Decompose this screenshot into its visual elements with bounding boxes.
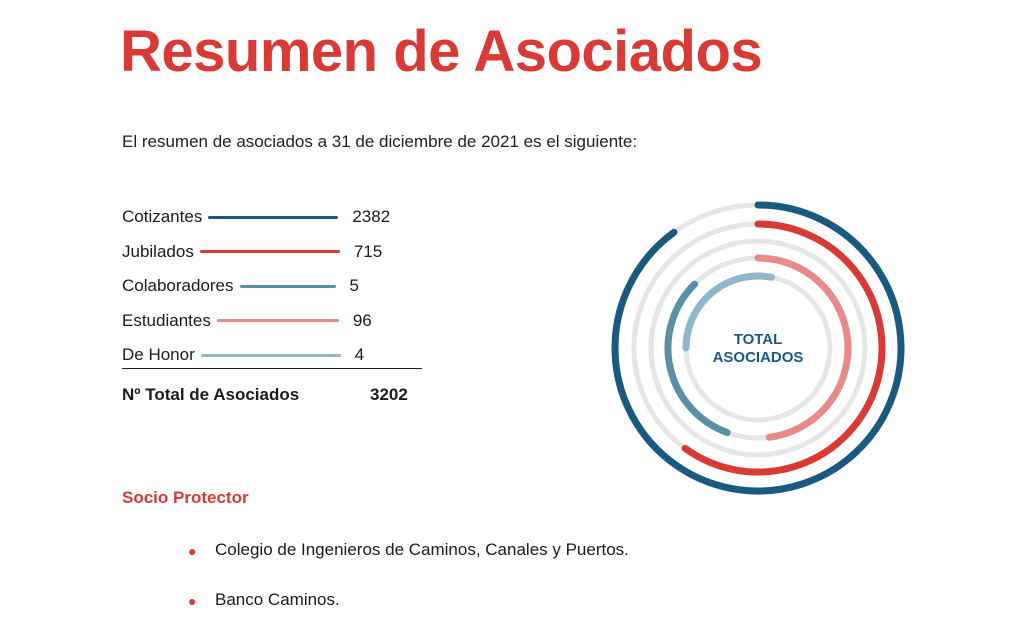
legend-label: Colaboradores [122, 276, 234, 296]
total-value: 3202 [370, 385, 408, 404]
total-label: Nº Total de Asociados [122, 385, 300, 404]
total-row: Nº Total de Asociados 3202 [122, 385, 422, 405]
legend-value: 2382 [352, 207, 391, 227]
legend-line [200, 353, 341, 357]
intro-text: El resumen de asociados a 31 de diciembr… [122, 132, 638, 151]
ring-arc-estudiantes [754, 254, 852, 441]
legend-label: De Honor [122, 345, 195, 365]
legend-line [208, 215, 339, 219]
list-item-text: Banco Caminos. [215, 590, 340, 609]
legend-row-estudiantes: Estudiantes 96 [122, 304, 432, 339]
bullet-icon: ● [188, 543, 197, 559]
legend-label: Jubilados [122, 241, 194, 261]
legend-value: 4 [354, 345, 365, 365]
legend-row-colaboradores: Colaboradores 5 [122, 269, 432, 304]
center-label-line1: TOTAL [734, 331, 783, 348]
legend-label: Estudiantes [122, 310, 211, 330]
ring-arc-jubilados [681, 220, 886, 476]
legend-value: 715 [353, 241, 383, 261]
legend-line [199, 250, 340, 254]
radial-chart: TOTAL ASOCIADOS [608, 198, 908, 498]
legend-value: 96 [352, 310, 372, 330]
bullet-icon: ● [188, 593, 197, 609]
section-title: Socio Protector [122, 488, 249, 507]
legend-line [216, 319, 339, 323]
legend-row-jubilados: Jubilados 715 [122, 235, 432, 270]
page-title: Resumen de Asociados [120, 19, 763, 84]
legend-row-cotizantes: Cotizantes 2382 [122, 200, 432, 235]
ring-track [648, 238, 868, 458]
radial-chart-svg: TOTAL ASOCIADOS [611, 201, 905, 495]
protector-list: ● Colegio de Ingenieros de Caminos, Canal… [188, 540, 629, 640]
legend: Cotizantes 2382 Jubilados 715 Colaborado… [122, 200, 432, 373]
list-item: ● Banco Caminos. [188, 590, 629, 640]
list-item-text: Colegio de Ingenieros de Caminos, Canale… [215, 540, 629, 559]
legend-line [239, 284, 336, 288]
legend-value: 5 [349, 276, 359, 296]
ring-arc-colaboradores [664, 280, 731, 437]
legend-label: Cotizantes [122, 207, 203, 227]
ring-arc-cotizantes [611, 201, 905, 495]
center-label-line2: ASOCIADOS [713, 349, 804, 366]
legend-row-de-honor: De Honor 4 [122, 338, 432, 373]
ring-arc-de-honor [682, 272, 775, 352]
total-divider [122, 368, 422, 369]
list-item: ● Colegio de Ingenieros de Caminos, Canal… [188, 540, 629, 590]
